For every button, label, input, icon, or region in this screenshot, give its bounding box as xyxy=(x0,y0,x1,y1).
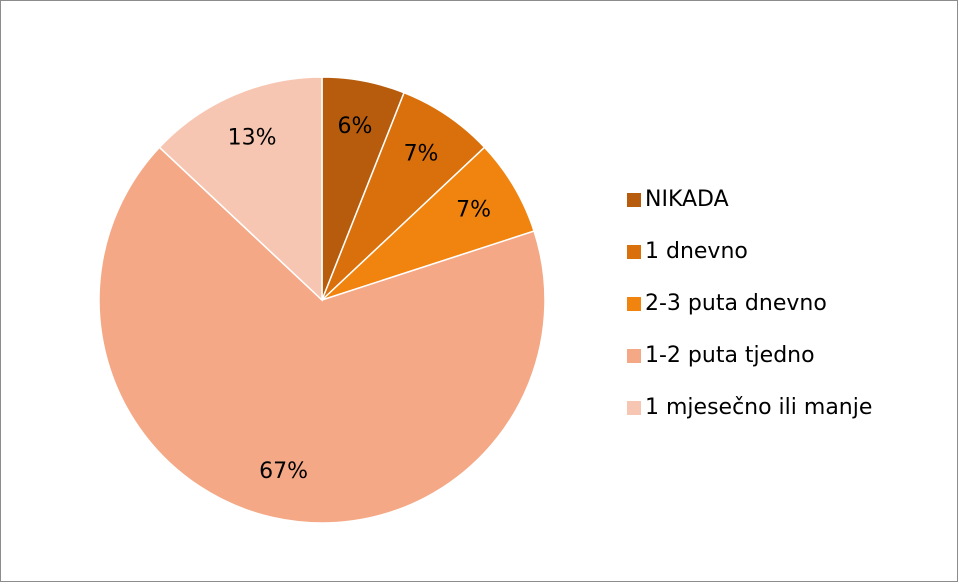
legend-label: 2-3 puta dnevno xyxy=(645,291,827,316)
data-label: 7% xyxy=(404,141,439,166)
legend-swatch xyxy=(627,349,641,363)
legend-swatch xyxy=(627,297,641,311)
legend-label: 1-2 puta tjedno xyxy=(645,343,815,368)
pie-slice xyxy=(158,76,323,302)
data-label: 67% xyxy=(259,459,308,484)
legend-label: 1 dnevno xyxy=(645,239,748,264)
legend-swatch xyxy=(627,245,641,259)
pie-slice xyxy=(98,146,546,524)
legend-swatch xyxy=(627,401,641,415)
data-label: 6% xyxy=(338,114,373,139)
legend-label: 1 mjesečno ili manje xyxy=(645,395,872,420)
legend-label: NIKADA xyxy=(645,187,729,212)
data-label: 7% xyxy=(456,197,491,222)
legend-swatch xyxy=(627,193,641,207)
data-label: 13% xyxy=(228,125,277,150)
